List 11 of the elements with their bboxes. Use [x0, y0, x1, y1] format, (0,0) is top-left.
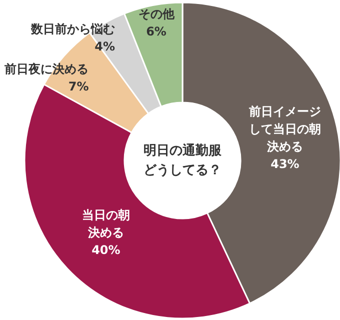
slice-label: その他 — [138, 7, 176, 22]
data-label: 40% — [92, 242, 120, 257]
slice-label: 前日イメージして当日の朝決める — [248, 104, 321, 154]
data-label: 4% — [94, 40, 116, 54]
data-label: 7% — [68, 80, 89, 94]
slice-label: 当日の朝決める — [82, 208, 130, 240]
slice-label: 前日夜に決める — [4, 62, 89, 76]
slice-label: 数日前から悩む — [30, 22, 116, 36]
data-label: 43% — [270, 156, 300, 171]
text: 明日の通勤服どうしてる？ — [144, 142, 222, 178]
data-label: 6% — [146, 24, 166, 39]
